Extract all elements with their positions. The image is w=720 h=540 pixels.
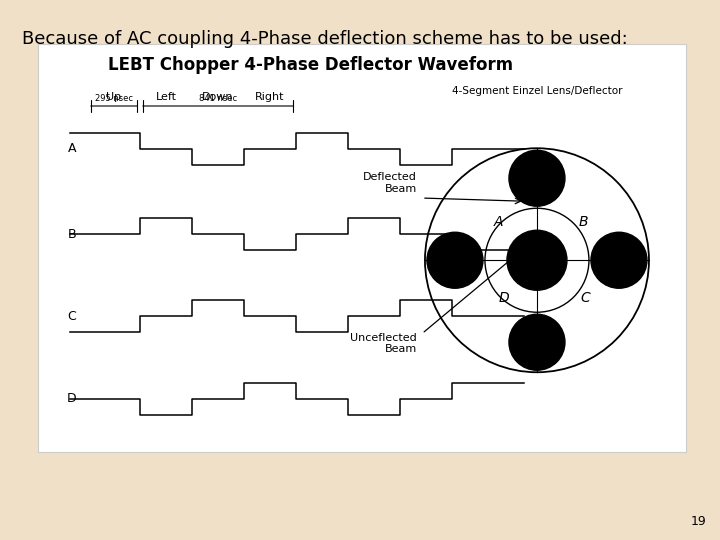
Text: D: D xyxy=(499,291,509,305)
Circle shape xyxy=(591,232,647,288)
Text: Down: Down xyxy=(202,92,234,102)
Text: Unceflected
Beam: Unceflected Beam xyxy=(350,333,417,354)
FancyBboxPatch shape xyxy=(38,44,686,452)
Text: A: A xyxy=(68,143,76,156)
Circle shape xyxy=(507,230,567,290)
Text: 295 nsec: 295 nsec xyxy=(95,94,133,103)
Text: 19: 19 xyxy=(690,515,706,528)
Text: Up: Up xyxy=(107,92,122,102)
Text: A: A xyxy=(494,215,504,230)
Text: C: C xyxy=(67,309,76,322)
Circle shape xyxy=(509,150,565,206)
Text: Right: Right xyxy=(256,92,284,102)
Text: Because of AC coupling 4-Phase deflection scheme has to be used:: Because of AC coupling 4-Phase deflectio… xyxy=(22,30,628,48)
Circle shape xyxy=(427,232,483,288)
Text: 841 nsec: 841 nsec xyxy=(199,94,237,103)
Text: B: B xyxy=(578,215,588,230)
Text: Deflected
Beam: Deflected Beam xyxy=(363,172,417,194)
Text: 4-Segment Einzel Lens/Deflector: 4-Segment Einzel Lens/Deflector xyxy=(451,86,622,96)
Circle shape xyxy=(509,314,565,370)
Text: Left: Left xyxy=(156,92,176,102)
Text: LEBT Chopper 4-Phase Deflector Waveform: LEBT Chopper 4-Phase Deflector Waveform xyxy=(107,56,513,74)
Text: D: D xyxy=(66,393,76,406)
Text: C: C xyxy=(580,291,590,305)
Text: B: B xyxy=(68,227,76,240)
